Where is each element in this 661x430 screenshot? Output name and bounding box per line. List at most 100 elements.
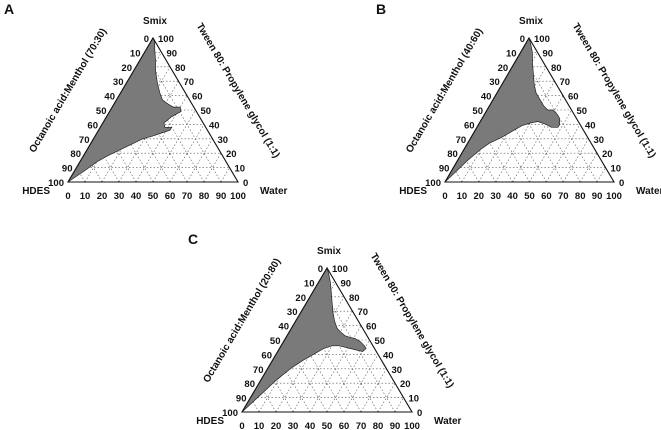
ternary-panel-c: 0102030405060708090100100908070605040302… (188, 231, 462, 430)
microemulsion-region (444, 37, 561, 183)
right-tick-label: 20 (226, 149, 237, 160)
right-tick-label: 40 (383, 350, 394, 361)
bottom-tick-label: 60 (165, 191, 176, 202)
right-tick-label: 90 (341, 278, 352, 289)
panel-letter: B (376, 1, 386, 17)
grid-line (76, 167, 86, 183)
bottom-tick-label: 40 (305, 421, 316, 430)
bottom-tick-label: 20 (97, 191, 108, 202)
ternary-panel-a: 0102030405060708090100100908070605040302… (4, 1, 288, 202)
left-tick-label: 60 (261, 350, 272, 361)
vertex-label-right: Water (636, 186, 661, 197)
right-tick-label: 10 (235, 164, 246, 175)
right-tick-label: 10 (611, 164, 622, 175)
grid-line (360, 368, 387, 413)
bottom-tick-label: 60 (541, 191, 552, 202)
left-tick-label: 10 (304, 278, 315, 289)
right-tick-label: 100 (158, 34, 174, 45)
bottom-tick-label: 50 (524, 191, 535, 202)
left-tick-label: 20 (498, 63, 509, 74)
right-tick-label: 0 (417, 408, 422, 419)
grid-line (469, 138, 496, 183)
right-tick-label: 80 (175, 63, 186, 74)
right-tick-label: 80 (551, 63, 562, 74)
right-axis-title: Tween 80: Propylene glycol (1:1) (194, 21, 282, 159)
panel-letter: C (188, 231, 198, 247)
bottom-tick-label: 70 (558, 191, 569, 202)
bottom-tick-label: 50 (322, 421, 333, 430)
left-tick-label: 80 (447, 149, 458, 160)
left-tick-label: 40 (104, 92, 115, 103)
left-tick-label: 10 (506, 48, 517, 59)
panel-letter: A (4, 1, 14, 17)
grid-line (394, 397, 404, 413)
bottom-tick-label: 30 (288, 421, 299, 430)
right-tick-label: 50 (577, 106, 588, 117)
bottom-tick-label: 0 (239, 421, 244, 430)
left-tick-label: 80 (244, 379, 255, 390)
bottom-tick-label: 40 (507, 191, 518, 202)
right-tick-label: 100 (332, 264, 348, 275)
left-tick-label: 90 (439, 164, 450, 175)
left-tick-label: 100 (425, 178, 441, 189)
left-tick-label: 30 (489, 77, 500, 88)
bottom-tick-label: 30 (114, 191, 125, 202)
bottom-tick-label: 10 (80, 191, 91, 202)
right-tick-label: 30 (218, 135, 229, 146)
right-tick-label: 60 (192, 92, 203, 103)
left-tick-label: 40 (278, 322, 289, 333)
bottom-tick-label: 80 (575, 191, 586, 202)
right-tick-label: 10 (409, 394, 420, 405)
left-tick-label: 90 (62, 164, 73, 175)
vertex-label-top: Smix (519, 16, 543, 27)
microemulsion-region (67, 37, 182, 183)
bottom-tick-label: 70 (182, 191, 193, 202)
bottom-tick-label: 90 (592, 191, 603, 202)
grid-line (343, 354, 379, 413)
grid-lines (250, 282, 404, 413)
bottom-tick-label: 70 (356, 421, 367, 430)
vertex-label-left: HDES (399, 186, 427, 197)
grid-line (461, 52, 538, 183)
grid-line (186, 138, 213, 183)
triangle-frame (67, 36, 239, 183)
right-tick-label: 60 (366, 322, 377, 333)
left-tick-label: 90 (236, 394, 247, 405)
left-tick-label: 20 (121, 63, 132, 74)
grid-line (563, 138, 589, 183)
right-tick-label: 80 (349, 293, 360, 304)
right-tick-label: 90 (543, 48, 554, 59)
vertex-label-left: HDES (196, 416, 224, 427)
vertex-label-right: Water (260, 186, 288, 197)
left-tick-label: 30 (287, 307, 298, 318)
grid-line (478, 124, 513, 183)
grid-line (250, 397, 260, 413)
bottom-tick-label: 10 (254, 421, 265, 430)
grid-line (258, 282, 336, 413)
grid-line (453, 167, 463, 183)
right-tick-label: 50 (201, 106, 212, 117)
bottom-tick-label: 80 (373, 421, 384, 430)
grid-line (135, 95, 188, 183)
triangle-frame (241, 266, 413, 413)
vertex-label-top: Smix (143, 16, 167, 27)
vertex-label-left: HDES (22, 186, 50, 197)
right-tick-label: 20 (400, 379, 411, 390)
left-tick-label: 0 (318, 264, 323, 275)
grid-line (267, 368, 294, 413)
left-tick-label: 70 (79, 135, 90, 146)
bottom-tick-label: 50 (148, 191, 159, 202)
grid-line (220, 167, 230, 183)
grid-line (144, 52, 222, 183)
grid-line (275, 354, 311, 413)
left-tick-label: 60 (464, 120, 475, 131)
right-tick-label: 20 (602, 149, 613, 160)
bottom-tick-label: 100 (230, 191, 246, 202)
grid-line (520, 52, 598, 183)
grid-line (292, 325, 345, 413)
left-tick-label: 60 (87, 120, 98, 131)
triangle-frame (444, 36, 615, 183)
grid-line (546, 124, 581, 183)
right-tick-label: 50 (375, 336, 386, 347)
